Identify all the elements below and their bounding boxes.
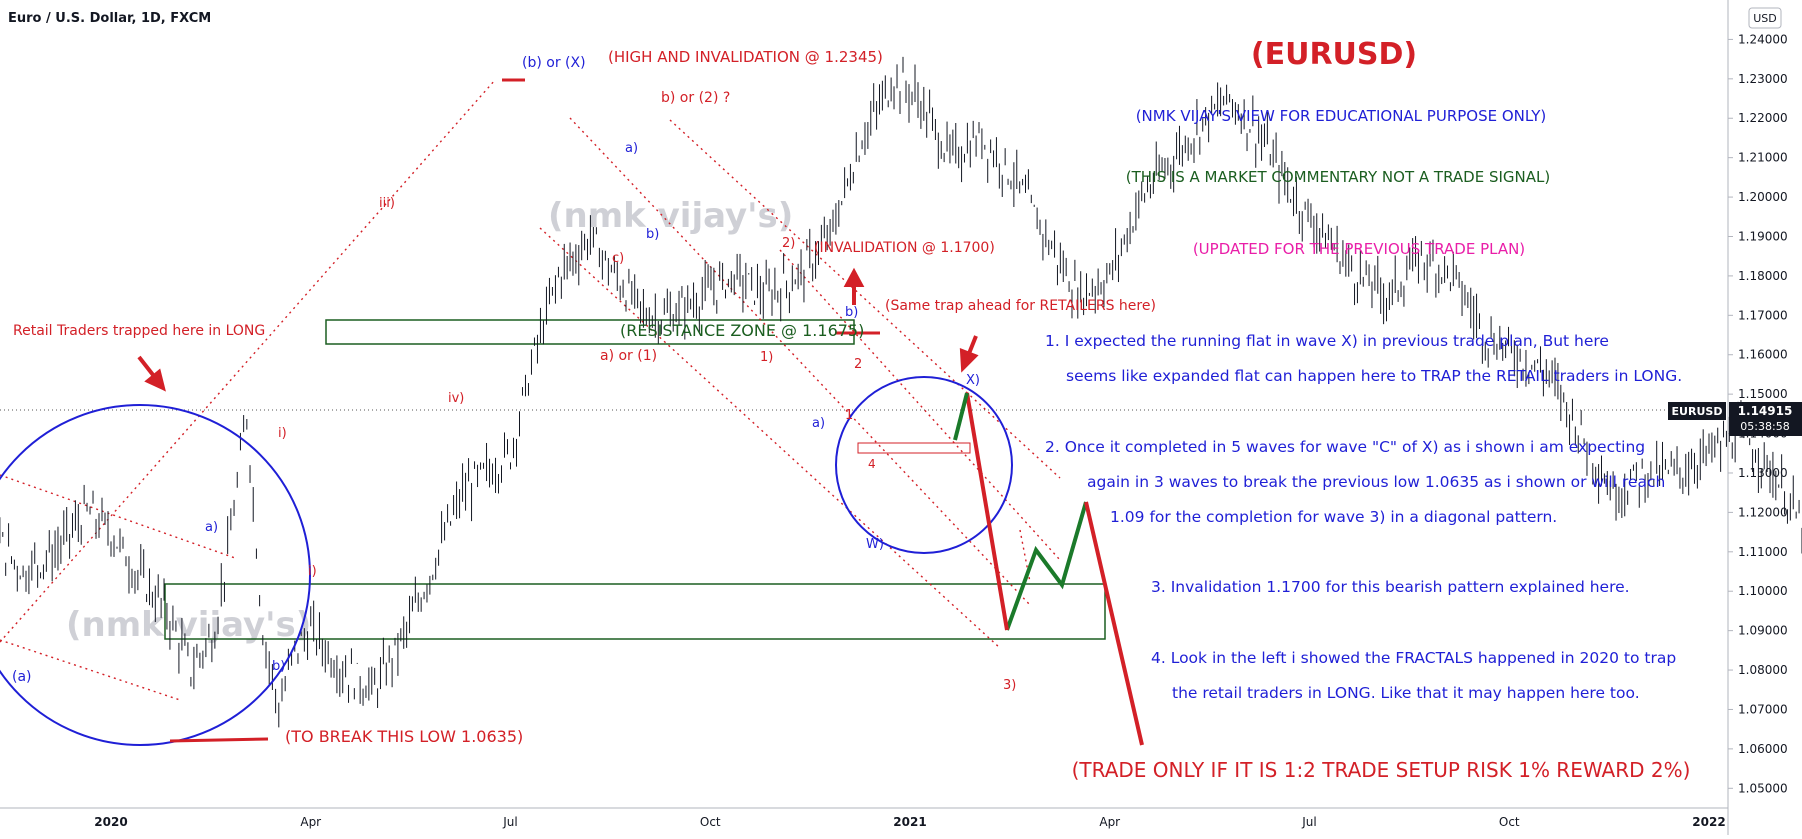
point-1-line-b: seems like expanded flat can happen here…: [1066, 367, 1682, 385]
arrow-down-left: [137, 355, 166, 392]
wave-three: 3): [1003, 678, 1016, 693]
price-series: [0, 56, 1802, 728]
x-tick-label: 2022: [1692, 815, 1725, 829]
note-educational: (NMK VIJAY'S VIEW FOR EDUCATIONAL PURPOS…: [1136, 107, 1547, 125]
x-tick-label: Oct: [700, 815, 721, 829]
x-tick-label: 2020: [94, 815, 127, 829]
wave-one: 1): [760, 350, 773, 365]
high-invalidation-label: (HIGH AND INVALIDATION @ 1.2345): [608, 48, 883, 66]
symbol-title: Euro / U.S. Dollar, 1D, FXCM: [8, 11, 211, 26]
projection-red-final: [1084, 501, 1144, 746]
headline: (EURUSD): [1251, 37, 1417, 72]
y-tick-label: 1.12000: [1738, 505, 1788, 519]
wave-two: 2): [782, 236, 795, 251]
resistance-zone-label: (RESISTANCE ZONE @ 1.1675): [620, 321, 864, 340]
support-zone-box: [164, 583, 1106, 640]
wave-a-or-1: a) or (1): [600, 348, 657, 364]
point-2-line-b: again in 3 waves to break the previous l…: [1087, 473, 1665, 491]
low-marker: [169, 737, 269, 743]
y-tick-label: 1.13000: [1738, 466, 1788, 480]
projection-green: [1005, 501, 1088, 631]
x-tick-label: Apr: [300, 815, 321, 829]
wave-iii: iii): [379, 196, 395, 211]
same-trap-label: (Same trap ahead for RETAILERS here): [885, 298, 1156, 314]
wave-four-small: 4: [868, 457, 876, 471]
y-tick-label: 1.23000: [1738, 72, 1788, 86]
y-tick-label: 1.21000: [1738, 151, 1788, 165]
y-tick-label: 1.10000: [1738, 584, 1788, 598]
footer-note: (TRADE ONLY IF IT IS 1:2 TRADE SETUP RIS…: [1072, 758, 1691, 782]
wave-b-2021b: b): [845, 305, 858, 320]
y-tick-label: 1.18000: [1738, 269, 1788, 283]
note-commentary: (THIS IS A MARKET COMMENTARY NOT A TRADE…: [1126, 168, 1550, 186]
wave-x: X): [966, 373, 980, 388]
note-updated: (UPDATED FOR THE PREVIOUS TRADE PLAN): [1193, 240, 1525, 258]
wave-a-2021: a): [625, 141, 638, 156]
wave-iv: iv): [448, 391, 464, 406]
y-tick-label: 1.06000: [1738, 742, 1788, 756]
fractal-circle-2020: [0, 404, 311, 746]
break-low-label: (TO BREAK THIS LOW 1.0635): [285, 727, 523, 746]
x-tick-label: 2021: [893, 815, 926, 829]
y-tick-label: 1.24000: [1738, 32, 1788, 46]
ticker-tag-box: [1668, 402, 1726, 420]
wave-b-or-2: b) or (2) ?: [661, 90, 730, 106]
wave-one-small: 1: [845, 408, 853, 423]
invalidation-1170-label: (INVALIDATION @ 1.1700): [814, 240, 995, 256]
wave-b-2020: b): [272, 659, 285, 674]
arrow-up: [843, 267, 865, 305]
y-tick-label: 1.20000: [1738, 190, 1788, 204]
wave-a-late: a): [812, 416, 825, 431]
wave-i-2020: i): [278, 426, 287, 441]
fractal-circle-2022: [835, 376, 1013, 554]
x-tick-label: Jul: [1301, 815, 1316, 829]
arrow-down-right: [959, 335, 979, 373]
y-tick-label: 1.19000: [1738, 229, 1788, 243]
y-tick-label: 1.22000: [1738, 111, 1788, 125]
consolidation-box: [857, 442, 971, 454]
point-3: 3. Invalidation 1.1700 for this bearish …: [1151, 578, 1630, 596]
x-tick-label: Jul: [502, 815, 517, 829]
wave-b-or-x: (b) or (X): [522, 55, 586, 71]
y-tick-label: 1.09000: [1738, 624, 1788, 638]
ticker-tag: EURUSD: [1672, 405, 1723, 418]
y-tick-label: 1.16000: [1738, 348, 1788, 362]
y-tick-label: 1.17000: [1738, 308, 1788, 322]
x-tick-label: Apr: [1099, 815, 1120, 829]
point-2-line-c: 1.09 for the completion for wave 3) in a…: [1110, 508, 1557, 526]
y-tick-label: 1.07000: [1738, 702, 1788, 716]
point-4-line-a: 4. Look in the left i showed the FRACTAL…: [1151, 649, 1676, 667]
y-tick-label: 1.11000: [1738, 545, 1788, 559]
wave-a-paren: (a): [12, 669, 32, 685]
point-2-line-a: 2. Once it completed in 5 waves for wave…: [1045, 438, 1645, 456]
channel-lines: [0, 79, 1061, 701]
projection-red-down: [965, 392, 1009, 631]
price-tag: 1.14915: [1738, 404, 1793, 418]
price-tag-box: [1729, 402, 1802, 436]
watermark-top: (nmk vijay's): [548, 196, 793, 236]
currency-badge-box[interactable]: [1748, 7, 1782, 29]
x-axis-ticks[interactable]: 2020 Apr Jul Oct 2021 Apr Jul Oct 2022: [94, 815, 1725, 829]
y-tick-label: 1.15000: [1738, 387, 1788, 401]
wave-two-small: 2: [854, 357, 862, 372]
wave-i-2020b: i): [308, 564, 317, 579]
point-1-line-a: 1. I expected the running flat in wave X…: [1045, 332, 1609, 350]
currency-badge[interactable]: USD: [1753, 12, 1777, 25]
retail-trapped-label: Retail Traders trapped here in LONG: [13, 323, 265, 339]
y-tick-label: 1.08000: [1738, 663, 1788, 677]
wave-a-2020: a): [205, 520, 218, 535]
projection-green-top: [953, 392, 969, 441]
countdown: 05:38:58: [1740, 420, 1789, 433]
wave-b-2021: b): [646, 227, 659, 242]
point-4-line-b: the retail traders in LONG. Like that it…: [1172, 684, 1640, 702]
y-axis-ticks[interactable]: 1.05000 1.06000 1.07000 1.08000 1.09000 1.100…: [1728, 32, 1788, 795]
x-tick-label: Oct: [1499, 815, 1520, 829]
y-tick-label: 1.05000: [1738, 781, 1788, 795]
wave-w: W): [866, 537, 884, 552]
wave-c-2021: c): [612, 251, 624, 266]
